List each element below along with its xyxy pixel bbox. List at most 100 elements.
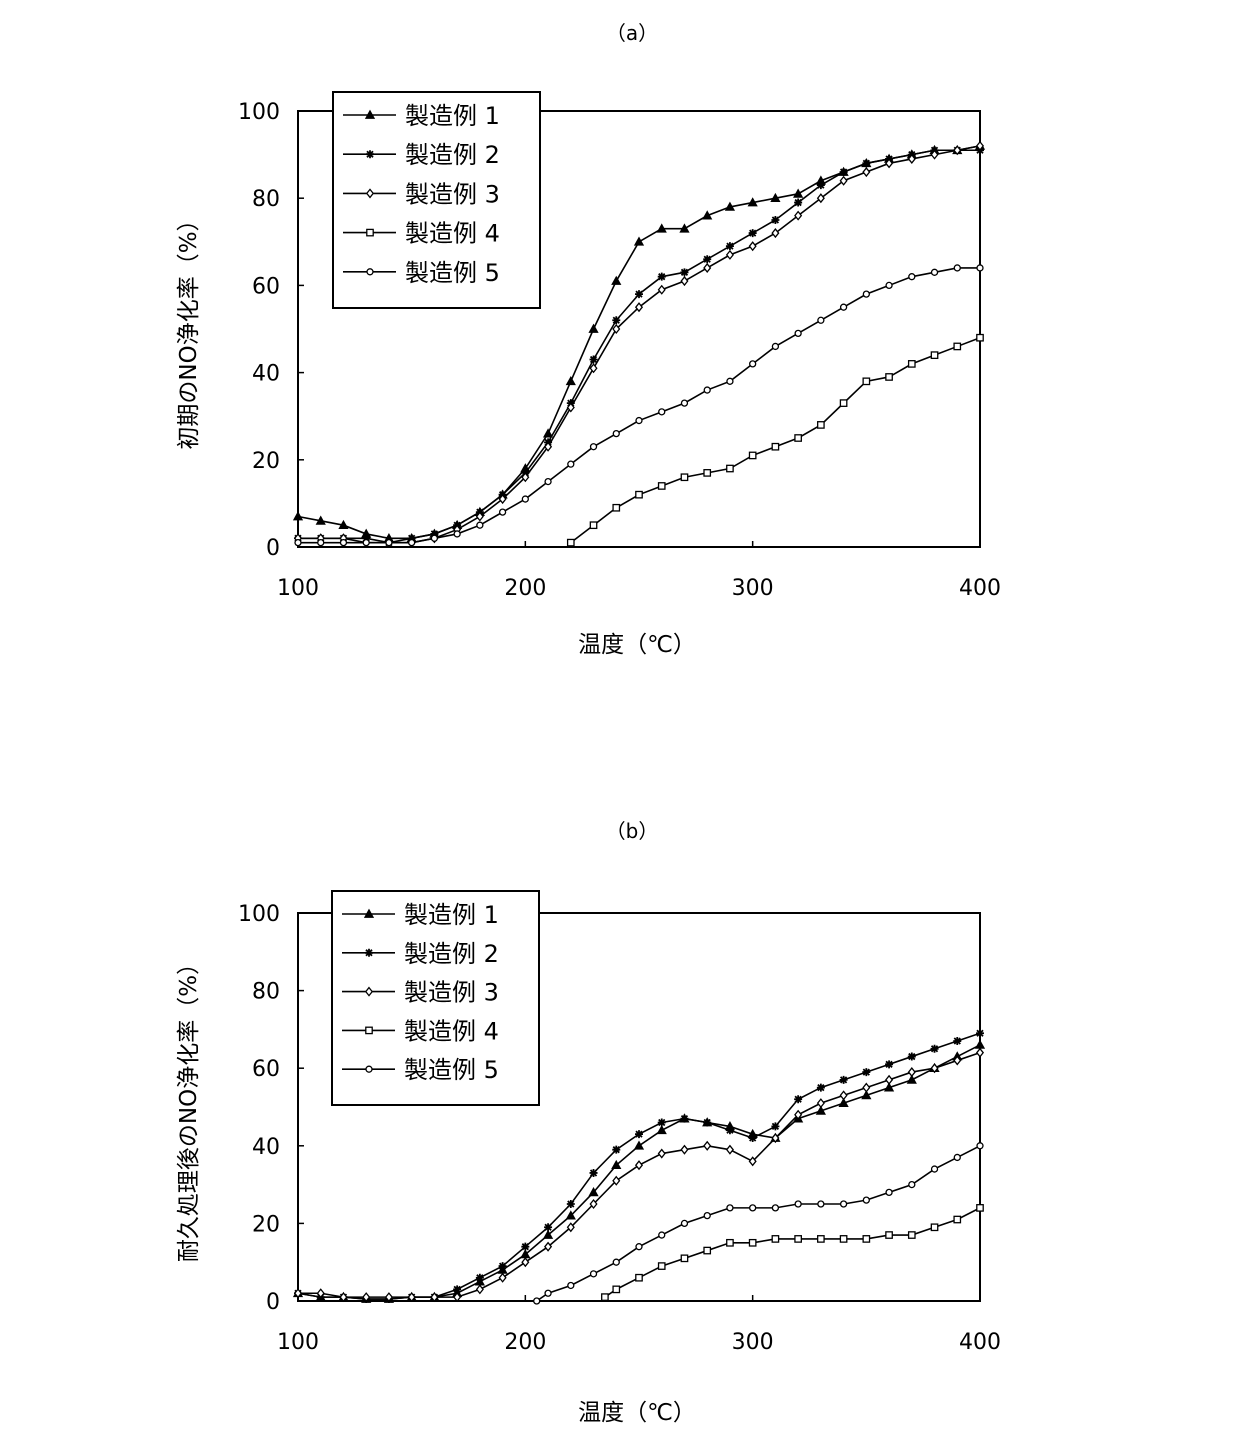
y-tick-label: 20: [252, 449, 280, 474]
marker-square: [612, 503, 621, 512]
marker-star: [453, 1285, 462, 1294]
marker-circle: [862, 290, 870, 298]
marker-diamond: [930, 149, 939, 160]
marker-diamond: [748, 241, 757, 252]
marker-circle: [635, 416, 643, 425]
marker-circle: [817, 316, 825, 324]
marker-star: [498, 1262, 507, 1271]
marker-diamond: [589, 1198, 598, 1210]
marker-square: [862, 1235, 871, 1243]
y-tick-label: 40: [252, 1135, 280, 1160]
legend-label: 製造例 2: [405, 141, 500, 169]
marker-star: [907, 1052, 916, 1061]
x-axis-label: 温度（℃）: [578, 632, 696, 658]
marker-diamond: [930, 1063, 939, 1074]
marker-diamond: [634, 302, 644, 313]
marker-star: [976, 1029, 984, 1038]
marker-circle: [703, 1211, 711, 1220]
marker-triangle: [679, 223, 690, 233]
marker-diamond: [475, 511, 484, 522]
x-tick-label: 300: [732, 576, 774, 601]
legend-label: 製造例 4: [405, 220, 500, 248]
marker-circle: [544, 1289, 552, 1297]
marker-diamond: [771, 228, 780, 239]
marker-triangle: [611, 275, 622, 285]
marker-circle: [408, 538, 416, 547]
marker-star: [794, 198, 803, 207]
marker-circle: [453, 530, 461, 538]
marker-triangle: [974, 1039, 986, 1049]
marker-diamond: [885, 158, 894, 169]
marker-square: [748, 1238, 757, 1247]
marker-diamond: [364, 986, 374, 997]
marker-star: [589, 355, 598, 364]
marker-star: [885, 1060, 894, 1069]
marker-diamond: [521, 472, 530, 483]
x-tick-label: 400: [959, 576, 1001, 601]
legend-item: 製造例 4: [343, 220, 500, 248]
marker-diamond: [634, 1160, 644, 1171]
marker-circle: [612, 1258, 620, 1266]
y-tick-label: 60: [252, 274, 280, 299]
chart-panel-a: （a） 0 20 40 60 80 100 100 200 300 400 温度（℃） 初期のNO浄化率…: [176, 21, 1001, 658]
y-tick-label: 60: [252, 1057, 280, 1082]
marker-diamond: [680, 1144, 689, 1155]
marker-circle: [476, 521, 484, 529]
legend-item: 製造例 5: [343, 259, 500, 287]
marker-diamond: [885, 1074, 894, 1085]
marker-star: [794, 1095, 803, 1104]
marker-circle: [544, 477, 552, 486]
marker-diamond: [384, 1292, 393, 1303]
marker-square: [589, 521, 598, 530]
marker-circle: [365, 1065, 373, 1073]
marker-square: [680, 473, 689, 482]
y-tick-label: 80: [252, 980, 280, 1005]
marker-triangle: [588, 323, 599, 333]
marker-triangle: [292, 511, 304, 521]
legend-item: 製造例 3: [342, 979, 499, 1007]
marker-triangle: [861, 1090, 872, 1100]
marker-circle: [771, 1204, 780, 1212]
series-line: [536, 1145, 981, 1302]
marker-star: [816, 181, 825, 190]
marker-star: [748, 1134, 757, 1143]
marker-square: [817, 421, 825, 429]
legend-label: 製造例 3: [404, 979, 499, 1007]
marker-circle: [726, 1204, 734, 1212]
marker-star: [680, 1114, 689, 1123]
marker-circle: [635, 1243, 643, 1251]
marker-circle: [498, 508, 507, 516]
marker-diamond: [657, 1148, 666, 1159]
marker-circle: [953, 1153, 961, 1162]
plot-frame: [297, 110, 981, 548]
series-4: [601, 1204, 984, 1301]
marker-diamond: [339, 1292, 348, 1303]
marker-square: [748, 451, 757, 460]
series-line: [604, 1207, 981, 1298]
marker-circle: [317, 538, 325, 547]
marker-diamond: [794, 210, 803, 221]
marker-diamond: [907, 1067, 916, 1078]
marker-star: [725, 1126, 734, 1135]
chart-title: （a）: [606, 21, 658, 45]
marker-star: [703, 1118, 712, 1127]
x-tick-label: 300: [732, 1330, 774, 1355]
y-tick-label: 0: [266, 1290, 280, 1315]
marker-diamond: [521, 1257, 530, 1268]
marker-triangle: [656, 223, 667, 233]
marker-circle: [885, 281, 893, 290]
legend-item: 製造例 5: [342, 1056, 499, 1084]
marker-square: [771, 442, 780, 451]
marker-circle: [794, 1200, 802, 1208]
marker-circle: [839, 1200, 848, 1208]
marker-diamond: [725, 1144, 734, 1155]
marker-diamond: [362, 1292, 371, 1303]
marker-star: [771, 1122, 780, 1131]
marker-diamond: [544, 1241, 553, 1252]
marker-triangle: [815, 1105, 826, 1115]
series-3: [293, 1047, 985, 1303]
marker-diamond: [612, 323, 621, 335]
marker-triangle: [747, 197, 758, 207]
marker-diamond: [771, 1132, 780, 1144]
marker-square: [703, 469, 712, 477]
